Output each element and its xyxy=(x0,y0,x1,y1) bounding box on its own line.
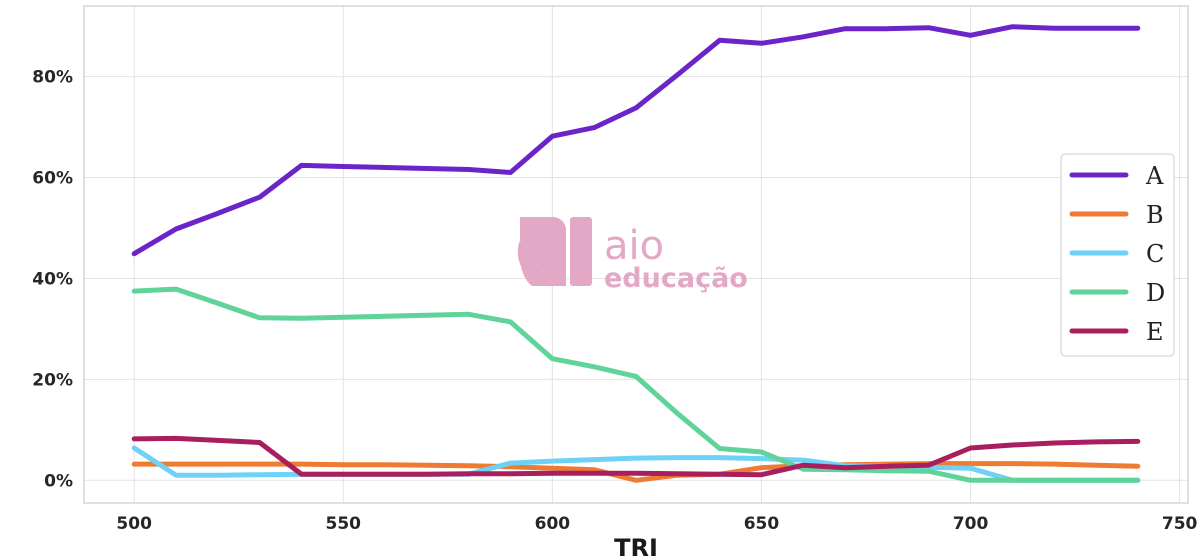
series-line-e xyxy=(131,435,1141,478)
series-lines xyxy=(131,24,1141,483)
x-tick-label: 550 xyxy=(326,514,362,534)
y-tick-label: 0% xyxy=(44,471,73,491)
x-tick-labels: 500 550 600 650 700 750 xyxy=(116,514,1197,534)
series-line-a xyxy=(131,24,1141,257)
x-tick-label: 500 xyxy=(116,514,152,534)
series-line-b xyxy=(131,461,1141,483)
watermark-logo: aio educação xyxy=(517,217,748,294)
watermark-line1: aio xyxy=(604,223,664,269)
y-tick-label: 80% xyxy=(32,68,73,88)
x-tick-label: 600 xyxy=(535,514,571,534)
y-tick-label: 20% xyxy=(32,370,73,390)
x-tick-label: 700 xyxy=(953,514,989,534)
x-tick-label: 750 xyxy=(1162,514,1198,534)
legend-label-b: B xyxy=(1146,201,1164,229)
watermark-line2: educação xyxy=(604,263,748,294)
y-tick-label: 40% xyxy=(32,269,73,289)
aio-logo-icon xyxy=(517,217,592,287)
plot-background xyxy=(84,6,1188,503)
legend-label-a: A xyxy=(1145,162,1164,190)
series-line-d xyxy=(131,286,1141,483)
legend-label-c: C xyxy=(1146,240,1164,268)
y-tick-label: 60% xyxy=(32,169,73,189)
legend-label-d: D xyxy=(1146,279,1165,307)
y-tick-labels: 0% 20% 40% 60% 80% xyxy=(32,68,73,492)
plot-border xyxy=(83,5,1189,504)
legend-label-e: E xyxy=(1146,318,1164,346)
x-tick-label: 650 xyxy=(744,514,780,534)
x-axis-title: TRI xyxy=(614,534,658,560)
